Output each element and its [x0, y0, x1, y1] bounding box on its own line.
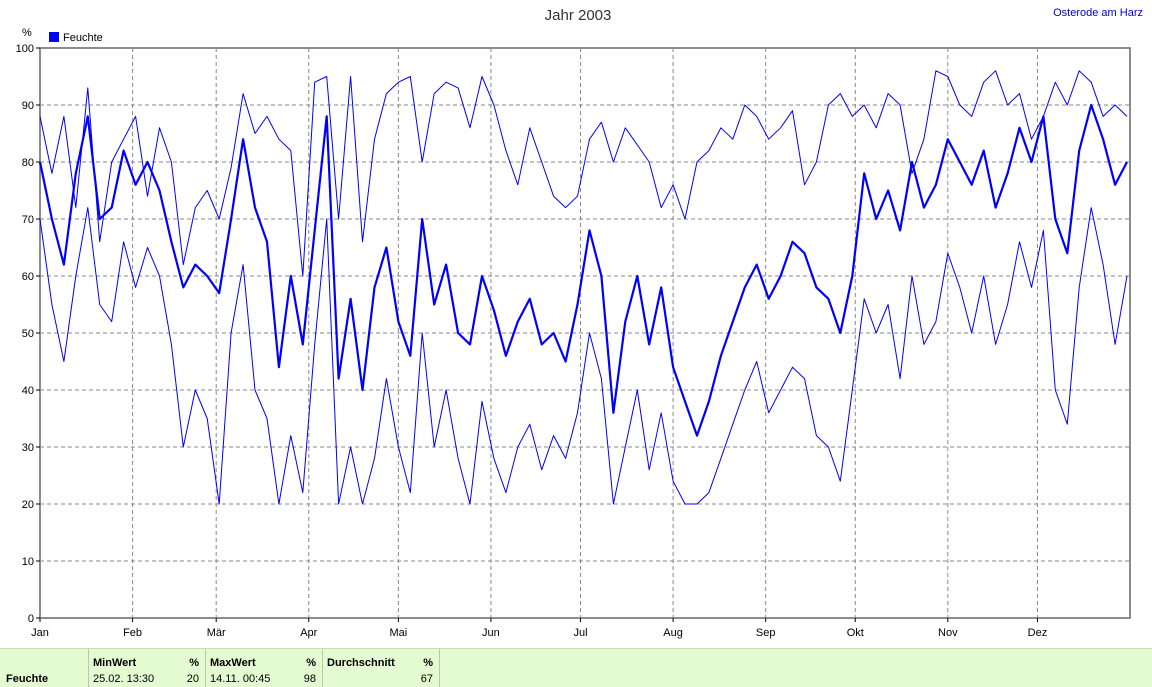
avg-header: Durchschnitt	[327, 657, 395, 669]
y-tick-label: 100	[16, 43, 34, 55]
y-tick-label: 10	[22, 556, 34, 568]
series-line-max	[39, 70, 1128, 277]
x-tick-labels: Jan Feb Mär Apr Mai Jun Jul Aug Sep Okt Nov Dez	[31, 618, 1047, 639]
x-tick-label: Apr	[300, 627, 317, 639]
x-tick-label: Sep	[756, 627, 776, 639]
y-tick-labels: 0 10 20 30 40 50 60 70 80 90 100	[16, 43, 40, 625]
max-unit: %	[306, 657, 316, 669]
legend-swatch	[49, 32, 59, 42]
stats-row-label: Feuchte	[6, 673, 49, 685]
x-tick-label: Mai	[389, 627, 407, 639]
series-line-mean	[38, 103, 1128, 437]
x-tick-label: Feb	[123, 627, 142, 639]
series-lines	[38, 70, 1128, 505]
x-tick-label: Mär	[207, 627, 226, 639]
y-unit-label: %	[22, 27, 32, 39]
x-tick-label: Okt	[847, 627, 864, 639]
y-tick-label: 80	[22, 157, 34, 169]
y-tick-label: 60	[22, 271, 34, 283]
x-tick-label: Aug	[663, 627, 683, 639]
y-tick-label: 20	[22, 499, 34, 511]
series-line-min	[39, 207, 1128, 505]
y-tick-label: 30	[22, 442, 34, 454]
min-value: 20	[186, 673, 199, 685]
x-tick-label: Nov	[938, 627, 958, 639]
chart-title: Jahr 2003	[545, 7, 612, 24]
x-tick-label: Jan	[31, 627, 49, 639]
max-datetime: 14.11. 00:45	[210, 673, 271, 685]
avg-unit: %	[423, 657, 433, 669]
y-tick-label: 90	[22, 100, 34, 112]
chart-area: Jahr 2003 Osterode am Harz % Feuchte 0 10…	[16, 7, 1143, 639]
legend-label: Feuchte	[63, 32, 103, 44]
stats-max-cell: MaxWert % 14.11. 00:45 98	[206, 649, 323, 687]
y-tick-label: 40	[22, 385, 34, 397]
stats-min-cell: MinWert % 25.02. 13:30 20	[89, 649, 206, 687]
min-datetime: 25.02. 13:30	[93, 673, 155, 685]
min-unit: %	[189, 657, 199, 669]
max-header: MaxWert	[210, 657, 256, 669]
x-tick-label: Dez	[1028, 627, 1048, 639]
x-tick-label: Jul	[573, 627, 587, 639]
avg-value: 67	[420, 673, 433, 685]
stats-label-cell	[0, 649, 89, 687]
max-value: 98	[303, 673, 316, 685]
x-tick-label: Jun	[482, 627, 500, 639]
stats-avg-cell: Durchschnitt % 67	[323, 649, 440, 687]
stats-panel: Feuchte MinWert % 25.02. 13:30 20 MaxWer…	[0, 648, 1152, 687]
y-tick-label: 50	[22, 328, 34, 340]
y-tick-label: 70	[22, 214, 34, 226]
station-name: Osterode am Harz	[1053, 7, 1143, 19]
y-tick-label: 0	[28, 613, 34, 625]
min-header: MinWert	[93, 657, 137, 669]
